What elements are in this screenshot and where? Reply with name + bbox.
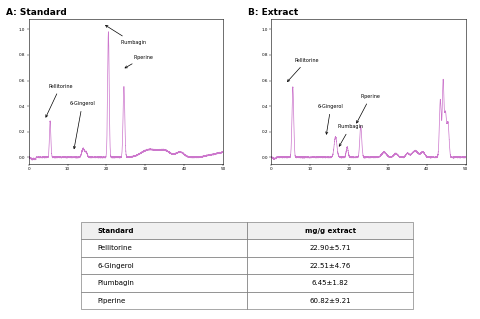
Text: Piperine: Piperine xyxy=(125,55,154,68)
Text: Plumbagin: Plumbagin xyxy=(337,124,363,146)
Text: Pellitorine: Pellitorine xyxy=(46,84,72,117)
Text: Plumbagin: Plumbagin xyxy=(106,26,146,45)
Text: Piperine: Piperine xyxy=(357,94,381,123)
Text: 6-Gingerol: 6-Gingerol xyxy=(318,104,344,134)
Text: A: Standard: A: Standard xyxy=(5,8,66,17)
Text: 6-Gingerol: 6-Gingerol xyxy=(70,101,96,149)
Text: Pellitorine: Pellitorine xyxy=(288,57,319,82)
Text: B: Extract: B: Extract xyxy=(248,8,299,17)
